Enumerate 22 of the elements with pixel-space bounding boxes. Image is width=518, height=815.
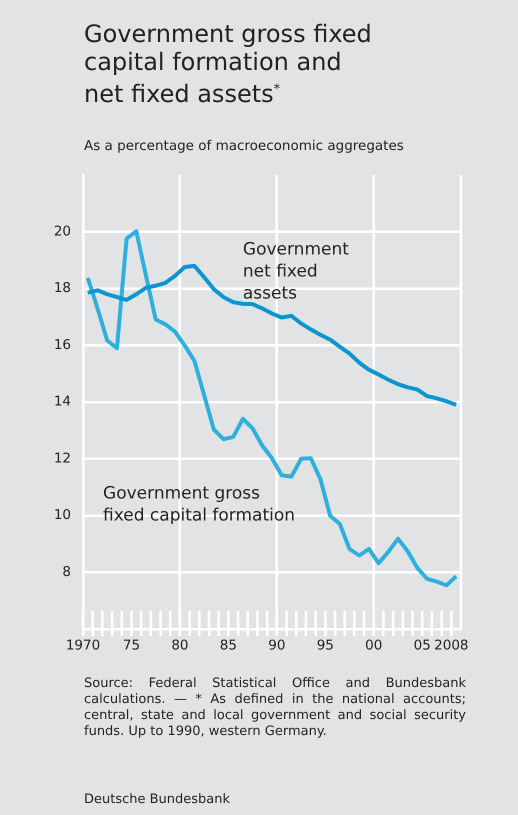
x-tick-label: 00	[365, 638, 382, 654]
x-tick-label: 80	[171, 638, 189, 654]
x-tick-label: 85	[220, 638, 237, 654]
chart-title: Government gross fixed capital formation and net fixed assets$^{*}$	[84, 20, 373, 108]
y-tick-label: 20	[54, 223, 71, 240]
y-tick-label: 14	[54, 394, 71, 410]
series-label: Government gross fixed capital formation	[103, 483, 296, 526]
y-tick-label: 18	[54, 280, 71, 296]
x-tick-label: 2008	[434, 638, 468, 654]
y-tick-label: 8	[62, 564, 71, 580]
y-tick-label: 10	[54, 507, 71, 524]
series-label: Government net fixed assets	[242, 240, 350, 304]
y-tick-label: 12	[54, 450, 71, 466]
y-tick-label: 16	[54, 336, 71, 353]
source-note: Source: Federal Statistical Office and Bundesbank calculations. — * As defined in the national accounts; central, state and local government and social security funds. Up to 1990, western Germany.	[84, 676, 466, 740]
x-tick-label: 75	[122, 638, 140, 654]
x-tick-label: 90	[268, 638, 286, 654]
x-tick-label: 05	[414, 638, 431, 654]
text: Deutsche Bundesbank	[84, 792, 230, 807]
chart-subtitle: As a percentage of macroeconomic aggregates	[84, 138, 404, 154]
x-tick-label: 95	[316, 638, 334, 654]
x-tick-label: 1970	[66, 638, 100, 654]
